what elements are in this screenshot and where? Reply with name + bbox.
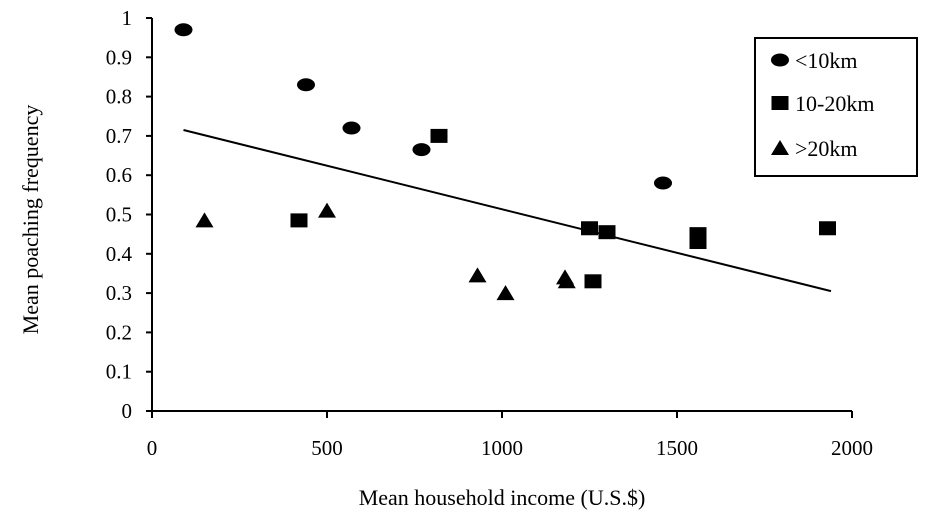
- y-tick-label: 0.6: [106, 163, 132, 187]
- data-point-circle: [654, 176, 672, 190]
- data-point-square: [819, 221, 836, 236]
- data-point-triangle: [557, 273, 576, 289]
- data-point-triangle: [318, 202, 336, 218]
- y-tick-label: 1: [122, 6, 133, 30]
- x-tick-label: 1500: [656, 436, 698, 460]
- data-point-circle: [412, 143, 431, 157]
- y-tick-label: 0: [122, 399, 133, 423]
- y-tick-label: 0.9: [106, 45, 132, 69]
- y-tick-label: 0.5: [106, 203, 132, 227]
- data-point-square: [581, 221, 598, 236]
- data-point-square: [290, 213, 308, 228]
- x-tick-label: 500: [311, 436, 343, 460]
- legend-marker-circle: [771, 53, 789, 67]
- x-axis-title: Mean household income (U.S.$): [359, 485, 646, 510]
- data-point-circle: [297, 78, 315, 92]
- data-point-square: [598, 225, 616, 240]
- data-point-square: [430, 128, 448, 143]
- legend-label: <10km: [795, 48, 858, 73]
- legend-marker-triangle: [771, 140, 789, 155]
- legend-label: >20km: [795, 136, 858, 161]
- data-point-triangle: [468, 267, 487, 283]
- y-tick-label: 0.1: [106, 360, 132, 384]
- x-tick-label: 1000: [481, 436, 523, 460]
- y-tick-label: 0.2: [106, 320, 132, 344]
- y-tick-label: 0.8: [106, 85, 132, 109]
- y-tick-label: 0.3: [106, 281, 132, 305]
- legend-marker-square: [771, 96, 789, 110]
- chart-legend: <10km 10-20km >20km: [754, 37, 918, 177]
- y-tick-label: 0.4: [106, 242, 133, 266]
- data-point-square: [584, 274, 602, 289]
- legend-label: 10-20km: [795, 91, 874, 116]
- data-point-circle: [174, 23, 193, 37]
- x-tick-label: 2000: [831, 436, 873, 460]
- data-point-circle: [342, 121, 361, 135]
- chart-trendline-group: [183, 129, 832, 293]
- chart-ticks: 0 0.1 0.2 0.3 0.4 0.5 0.6 0.7 0.8 0.9 1 0 500 1000 150…: [106, 6, 873, 460]
- data-point-triangle: [496, 285, 515, 301]
- chart-points: [174, 23, 836, 301]
- chart-axes: [151, 18, 852, 412]
- y-axis-title: Mean poaching frequency: [18, 105, 43, 335]
- x-tick-label: 0: [147, 436, 158, 460]
- data-point-triangle: [195, 212, 214, 228]
- data-point-square: [689, 235, 707, 250]
- trendline: [183, 129, 832, 293]
- y-tick-label: 0.7: [106, 124, 132, 148]
